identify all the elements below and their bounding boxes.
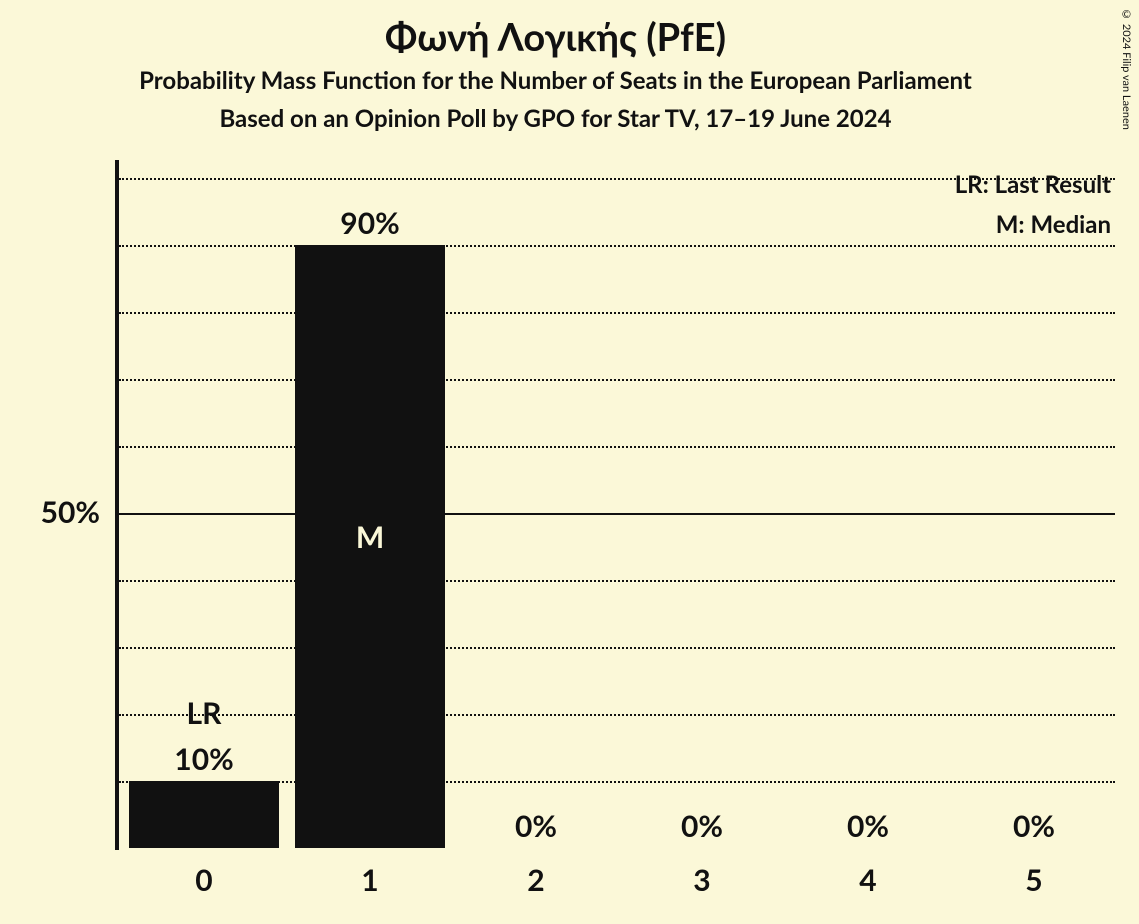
- x-tick-1: 1: [287, 862, 453, 898]
- bar-value-0: 10%: [121, 741, 287, 777]
- bar-0: [129, 781, 279, 848]
- y-tick-50: 50%: [0, 494, 100, 530]
- gridline-90: [119, 245, 1115, 247]
- bar-value-3: 0%: [619, 808, 785, 844]
- legend-m: M: Median: [996, 210, 1111, 239]
- x-tick-4: 4: [785, 862, 951, 898]
- y-axis: [115, 160, 119, 850]
- x-tick-5: 5: [951, 862, 1117, 898]
- gridline-40: [119, 580, 1115, 582]
- bar-value-5: 0%: [951, 808, 1117, 844]
- bar-value-4: 0%: [785, 808, 951, 844]
- gridline-50: [119, 513, 1115, 515]
- bar-value-1: 90%: [287, 205, 453, 241]
- gridline-60: [119, 446, 1115, 448]
- bar-chart: 50% LR: Last Result M: Median 10%LR90%M0…: [0, 0, 1139, 924]
- x-tick-3: 3: [619, 862, 785, 898]
- x-tick-0: 0: [121, 862, 287, 898]
- gridline-30: [119, 647, 1115, 649]
- legend-lr: LR: Last Result: [955, 170, 1111, 199]
- x-tick-2: 2: [453, 862, 619, 898]
- gridline-80: [119, 312, 1115, 314]
- gridline-70: [119, 379, 1115, 381]
- bar-value-2: 0%: [453, 808, 619, 844]
- annotation-lr: LR: [121, 695, 287, 731]
- annotation-median: M: [295, 519, 445, 555]
